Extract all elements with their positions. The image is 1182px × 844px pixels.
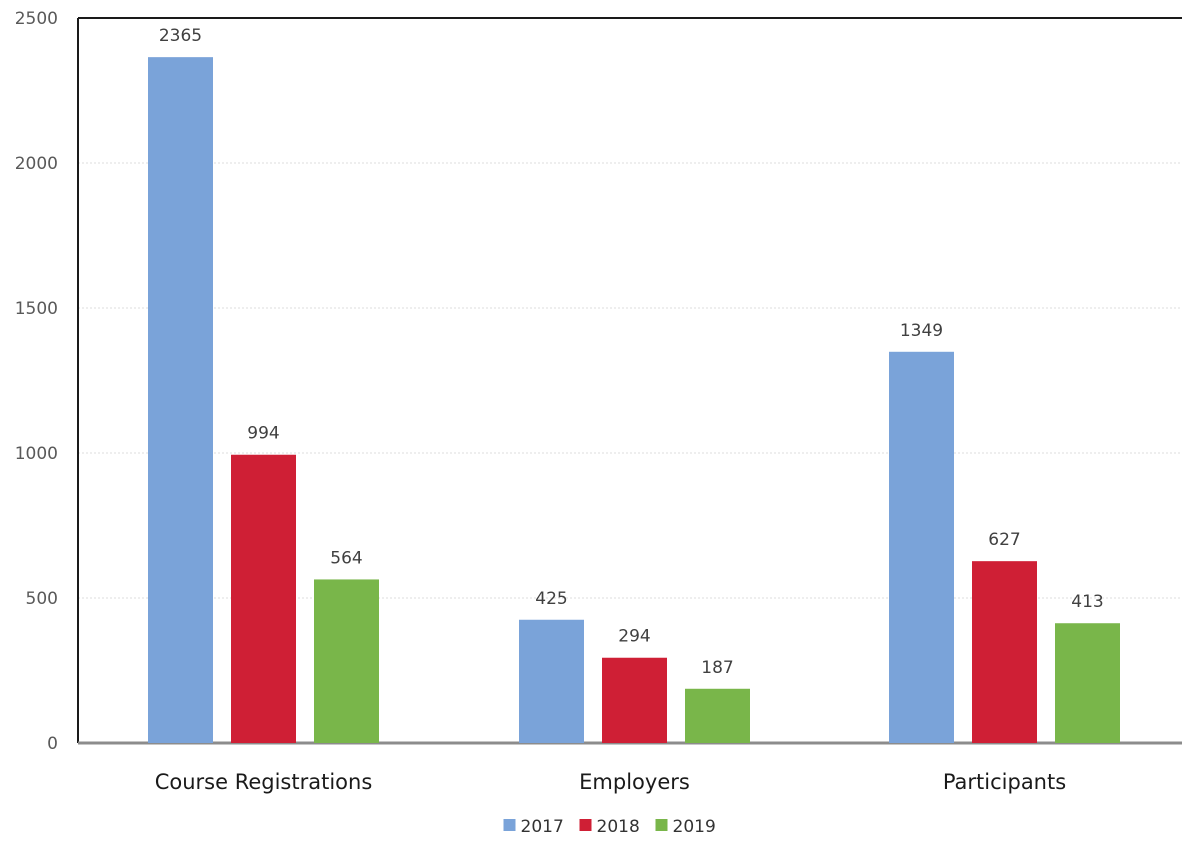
y-tick-label-2500: 2500 — [15, 9, 58, 29]
data-label-2018-2: 627 — [988, 530, 1020, 550]
category-label-2: Participants — [943, 770, 1066, 794]
y-tick-label-500: 500 — [26, 589, 58, 609]
bar-2017-0 — [148, 57, 213, 743]
bar-2018-2 — [972, 561, 1037, 743]
legend-swatch-2019 — [655, 819, 668, 831]
bar-2019-1 — [685, 688, 750, 743]
x-axis-category-labels: Course Registrations Employers Participant… — [155, 770, 1066, 794]
bar-2018-0 — [231, 454, 296, 743]
legend-swatch-2018 — [579, 819, 592, 831]
category-label-1: Employers — [579, 770, 690, 794]
y-tick-label-2000: 2000 — [15, 154, 58, 174]
y-tick-label-1000: 1000 — [15, 444, 58, 464]
data-label-2019-2: 413 — [1071, 592, 1103, 612]
legend-swatch-2017 — [503, 819, 516, 831]
legend-label-2019: 2019 — [673, 817, 716, 837]
y-tick-label-0: 0 — [47, 734, 58, 754]
data-labels: 2365 994 564 425 294 187 1349 627 413 — [159, 26, 1104, 678]
data-label-2017-2: 1349 — [900, 321, 943, 341]
bar-2019-2 — [1055, 623, 1120, 743]
data-label-2018-1: 294 — [618, 627, 650, 647]
data-label-2017-1: 425 — [535, 589, 567, 609]
y-tick-label-1500: 1500 — [15, 299, 58, 319]
category-label-0: Course Registrations — [155, 770, 373, 794]
data-label-2019-1: 187 — [701, 658, 733, 678]
bar-2018-1 — [602, 657, 667, 743]
y-axis-tick-labels: 0 500 1000 1500 2000 2500 — [15, 9, 58, 754]
bar-2017-2 — [889, 351, 954, 743]
legend: 2017 2018 2019 — [503, 817, 716, 837]
legend-label-2018: 2018 — [597, 817, 640, 837]
data-label-2017-0: 2365 — [159, 26, 202, 46]
data-label-2019-0: 564 — [330, 548, 362, 568]
legend-label-2017: 2017 — [521, 817, 564, 837]
bar-2019-0 — [314, 579, 379, 743]
bar-2017-1 — [519, 619, 584, 743]
bars — [148, 57, 1120, 743]
data-label-2018-0: 994 — [247, 424, 279, 444]
